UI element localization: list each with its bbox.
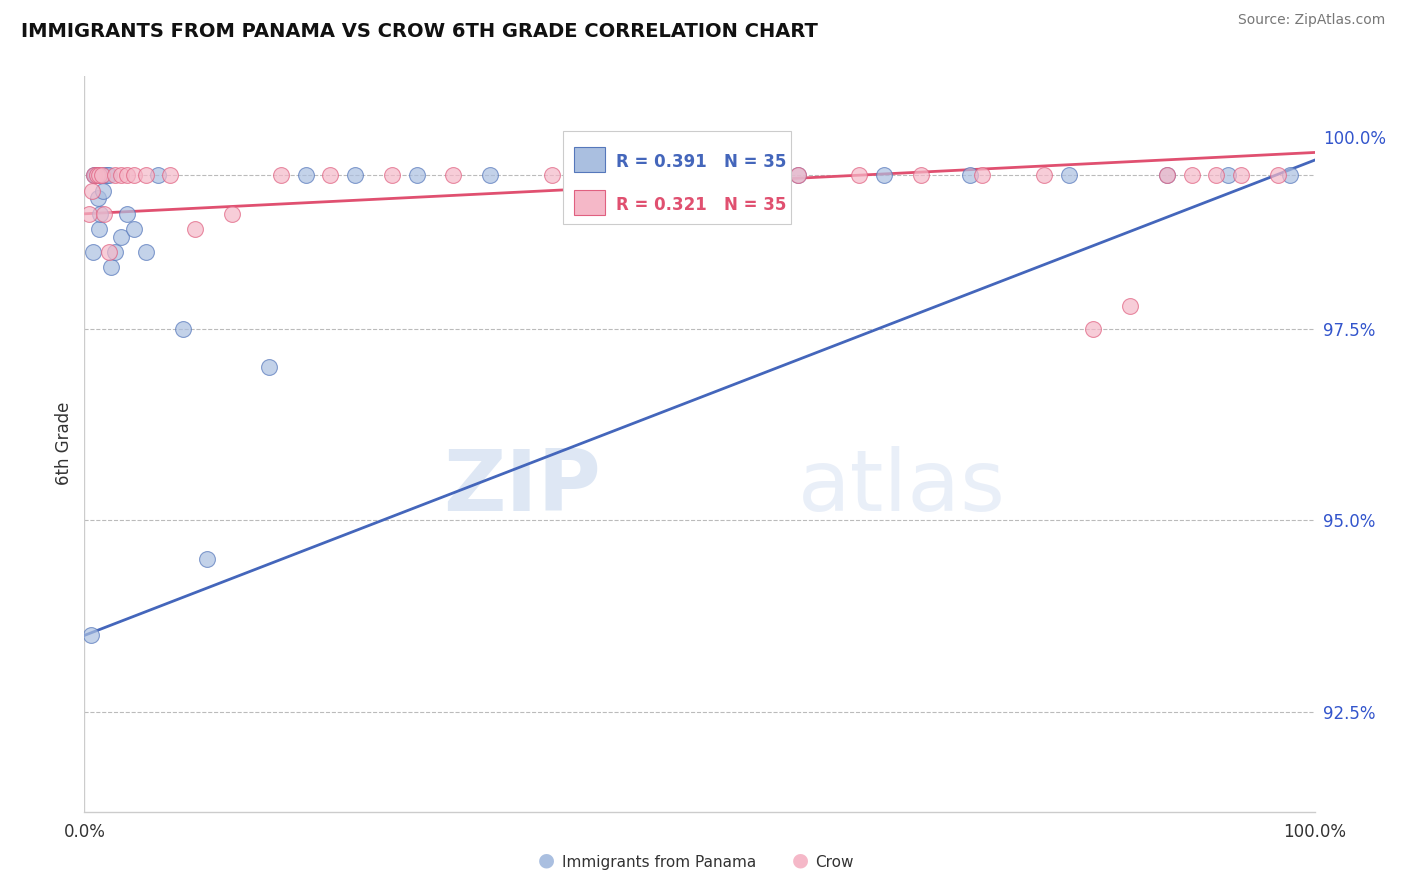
Point [381,169,404,183]
Point [221,207,243,221]
Point [98,245,120,260]
Point [135,245,157,260]
Point [910,169,932,183]
Point [82,245,104,260]
Text: R = 0.391   N = 35: R = 0.391 N = 35 [616,153,786,171]
Point [443,169,465,183]
Point [1156,169,1178,183]
Point [479,169,502,183]
Point [848,169,870,183]
Point [100,260,122,275]
Point [713,169,735,183]
Point [87,191,110,205]
Point [135,169,157,183]
Point [197,551,219,566]
Y-axis label: 6th Grade: 6th Grade [55,402,73,485]
Text: atlas: atlas [799,446,1005,530]
Point [117,169,139,183]
Point [122,169,145,183]
Point [319,169,342,183]
Point [96,169,118,183]
Point [104,169,127,183]
Point [79,207,101,221]
Text: ZIP: ZIP [443,446,602,530]
Point [959,169,981,183]
Point [117,207,139,221]
Point [1218,169,1240,183]
Text: IMMIGRANTS FROM PANAMA VS CROW 6TH GRADE CORRELATION CHART: IMMIGRANTS FROM PANAMA VS CROW 6TH GRADE… [21,22,818,41]
Point [565,169,588,183]
Point [172,322,194,336]
Point [873,169,896,183]
Point [1119,299,1142,313]
Point [122,222,145,236]
Point [344,169,367,183]
Point [184,222,207,236]
Point [110,229,132,244]
Point [159,169,181,183]
Point [405,169,427,183]
Point [79,628,101,642]
Point [972,169,994,183]
Point [270,169,292,183]
Point [1156,169,1178,183]
Point [104,245,127,260]
Point [540,169,562,183]
Point [257,360,280,375]
Point [93,169,115,183]
Point [787,169,810,183]
Point [1205,169,1227,183]
Point [86,169,108,183]
Point [110,169,132,183]
Point [689,169,711,183]
Point [83,169,105,183]
Point [98,169,120,183]
Text: ●: ● [538,851,555,870]
Point [148,169,170,183]
Point [87,169,111,183]
Point [91,184,114,198]
Text: Immigrants from Panama: Immigrants from Panama [562,855,756,870]
Point [1279,169,1302,183]
Text: R = 0.321   N = 35: R = 0.321 N = 35 [616,195,786,213]
Text: Source: ZipAtlas.com: Source: ZipAtlas.com [1237,13,1385,28]
Point [90,169,112,183]
Point [80,184,103,198]
Point [93,207,115,221]
Point [86,169,108,183]
Point [295,169,318,183]
Point [1181,169,1204,183]
Point [1229,169,1253,183]
Point [87,222,111,236]
Point [84,169,107,183]
Point [787,169,810,183]
Point [627,169,650,183]
Point [89,207,111,221]
Point [1083,322,1105,336]
Point [83,169,105,183]
Text: Crow: Crow [815,855,853,870]
Point [1057,169,1080,183]
Point [1267,169,1289,183]
Point [1033,169,1056,183]
Text: ●: ● [792,851,808,870]
